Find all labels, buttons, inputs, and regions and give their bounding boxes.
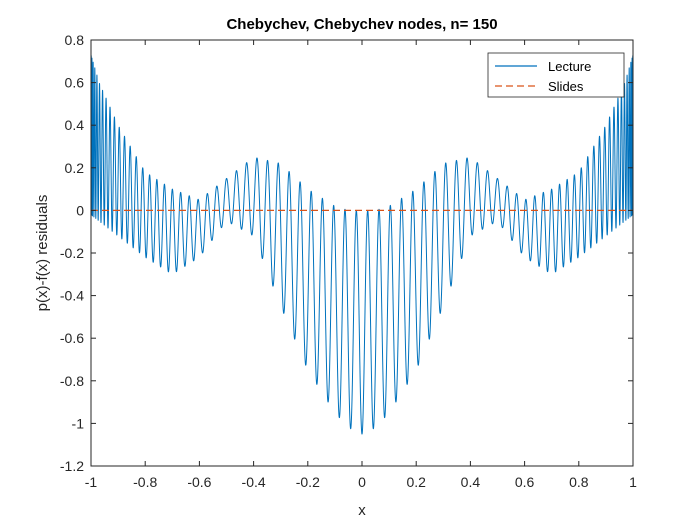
plot-area xyxy=(91,40,633,466)
x-tick-label: -1 xyxy=(85,474,98,490)
x-axis-label: x xyxy=(358,502,366,519)
series-lecture-line xyxy=(90,54,634,435)
x-tick-label: 0.2 xyxy=(406,474,426,490)
y-tick-label: -0.2 xyxy=(60,245,84,261)
y-tick-label: -0.4 xyxy=(60,288,84,304)
x-tick-label: 1 xyxy=(629,474,637,490)
x-tick-label: 0.8 xyxy=(569,474,589,490)
data-layer xyxy=(90,54,634,435)
x-tick-label: 0 xyxy=(358,474,366,490)
y-axis-ticks: -1.2 -1 -0.8 -0.6 -0.4 -0.2 0 0.2 0.4 0.6 0.8 xyxy=(60,32,633,474)
x-tick-label: 0.4 xyxy=(461,474,481,490)
y-tick-label: 0.8 xyxy=(65,32,85,48)
chart-title: Chebychev, Chebychev nodes, n= 150 xyxy=(226,16,497,33)
x-tick-label: -0.8 xyxy=(133,474,157,490)
y-tick-label: -0.8 xyxy=(60,373,84,389)
legend-label-slides: Slides xyxy=(548,79,584,94)
y-tick-label: -0.6 xyxy=(60,330,84,346)
x-axis-ticks: -1 -0.8 -0.6 -0.4 -0.2 0 0.2 0.4 0.6 0.8 1 xyxy=(85,40,637,490)
x-tick-label: -0.4 xyxy=(242,474,266,490)
y-axis-label: p(x)-f(x) residuals xyxy=(34,195,51,312)
legend-label-lecture: Lecture xyxy=(548,59,591,74)
x-tick-label: 0.6 xyxy=(515,474,535,490)
y-tick-label: -1 xyxy=(72,415,85,431)
y-tick-label: 0.6 xyxy=(65,75,85,91)
x-tick-label: -0.2 xyxy=(296,474,320,490)
legend-box xyxy=(487,52,625,98)
y-tick-label: -1.2 xyxy=(60,458,84,474)
x-tick-label: -0.6 xyxy=(187,474,211,490)
y-tick-label: 0.4 xyxy=(65,117,85,133)
y-tick-label: 0 xyxy=(76,202,84,218)
legend: Lecture Slides xyxy=(487,52,625,98)
y-tick-label: 0.2 xyxy=(65,160,85,176)
